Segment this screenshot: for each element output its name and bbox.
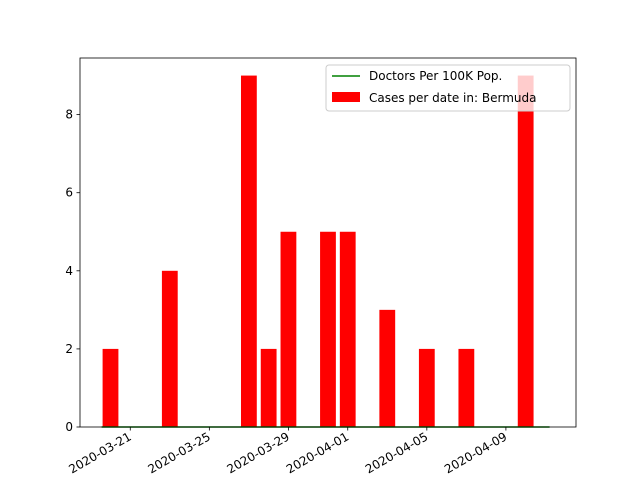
bar-2020-04-05 bbox=[418, 348, 435, 427]
legend-label-cases: Cases per date in: Bermuda bbox=[369, 91, 536, 105]
legend-bar-swatch bbox=[332, 92, 360, 102]
x-tick-label-2020-03-21: 2020-03-21 bbox=[66, 429, 133, 476]
bar-2020-04-03 bbox=[379, 309, 396, 427]
bar-2020-04-07 bbox=[458, 348, 475, 427]
bar-2020-03-27 bbox=[240, 75, 257, 428]
bar-2020-04-01 bbox=[339, 231, 356, 427]
y-tick-label-6: 6 bbox=[65, 186, 73, 200]
y-tick-label-2: 2 bbox=[65, 342, 73, 356]
bar-2020-03-20 bbox=[102, 348, 119, 427]
legend-box bbox=[325, 64, 571, 112]
bars-layer bbox=[102, 75, 534, 428]
legend-label-doctors: Doctors Per 100K Pop. bbox=[369, 69, 502, 83]
bar-2020-03-23 bbox=[161, 270, 178, 427]
x-tick-label-2020-04-01: 2020-04-01 bbox=[284, 429, 351, 476]
bar-2020-03-29 bbox=[280, 231, 297, 427]
y-tick-label-4: 4 bbox=[65, 264, 73, 278]
x-tick-label-2020-03-25: 2020-03-25 bbox=[145, 429, 212, 476]
bar-2020-04-10 bbox=[517, 75, 534, 428]
x-tick-label-2020-04-05: 2020-04-05 bbox=[363, 429, 430, 476]
plot-frame bbox=[79, 57, 577, 428]
x-tick-label-2020-03-29: 2020-03-29 bbox=[225, 429, 292, 476]
x-tick-label-2020-04-09: 2020-04-09 bbox=[442, 429, 509, 476]
legend: Doctors Per 100K Pop. Cases per date in: … bbox=[325, 64, 571, 112]
y-tick-label-0: 0 bbox=[65, 420, 73, 434]
bar-2020-03-31 bbox=[320, 231, 336, 427]
y-tick-label-8: 8 bbox=[65, 108, 73, 122]
bar-2020-03-28 bbox=[260, 348, 277, 427]
